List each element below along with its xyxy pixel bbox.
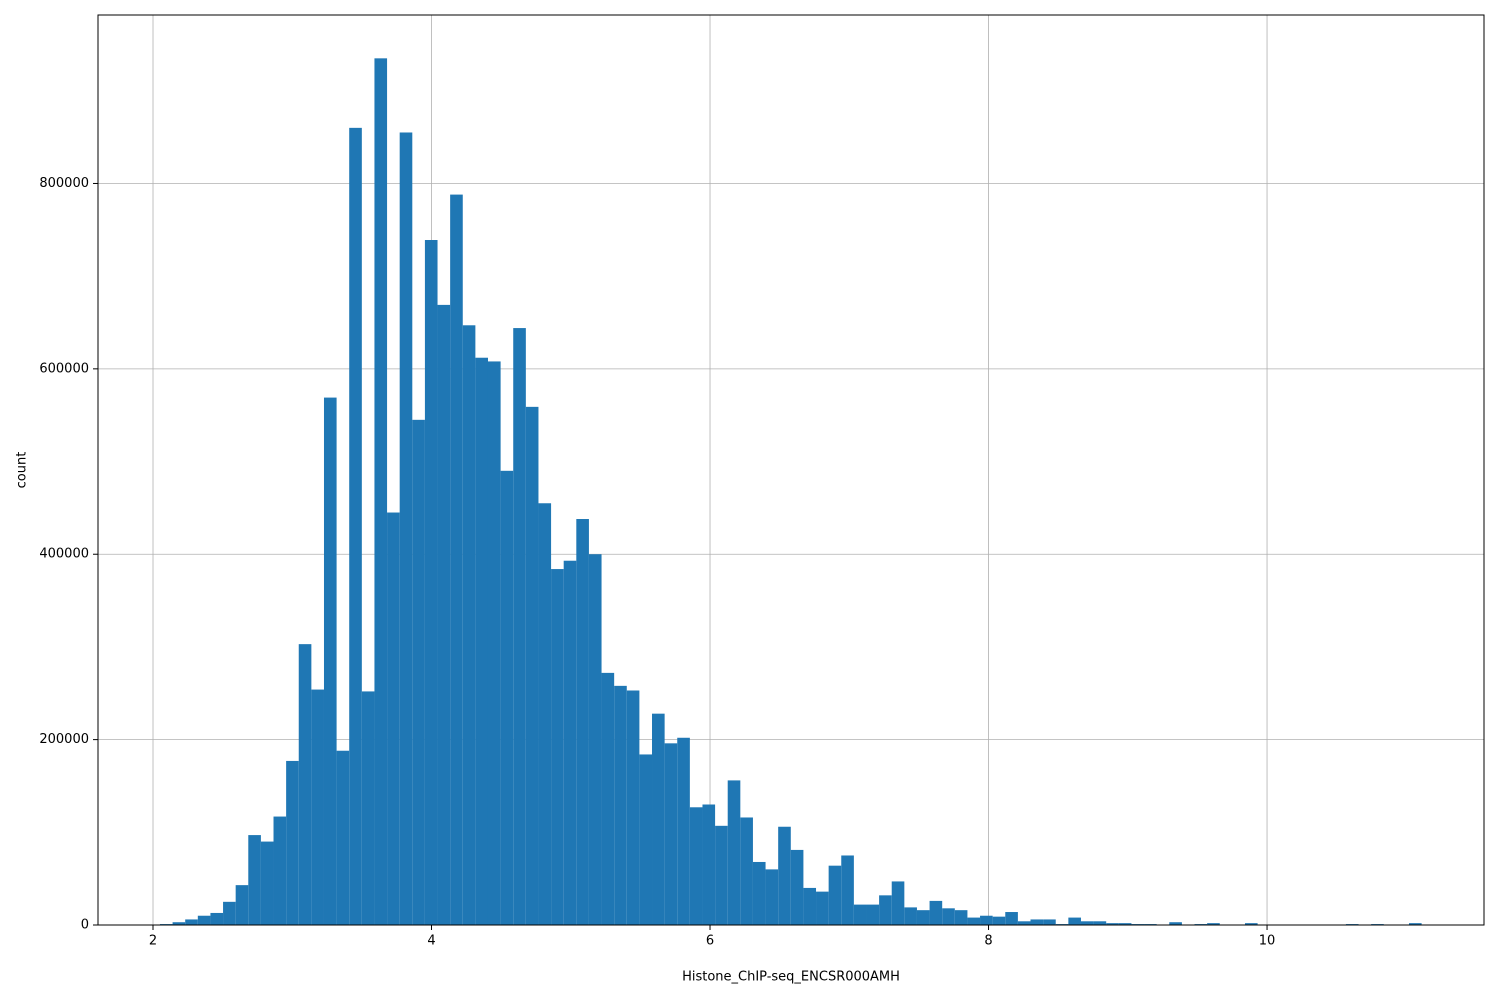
histogram-bar — [538, 503, 552, 925]
histogram-bar — [513, 328, 526, 926]
histogram-bar — [664, 743, 678, 925]
histogram-bar — [916, 910, 930, 925]
histogram-bar — [260, 841, 274, 925]
histogram-bar — [1080, 921, 1094, 925]
histogram-bar — [816, 891, 829, 925]
histogram-bar — [387, 512, 400, 925]
histogram-bar — [942, 908, 955, 925]
histogram-bar — [374, 58, 388, 926]
histogram-bar — [752, 861, 766, 925]
histogram-bar — [1207, 923, 1220, 925]
histogram-bar — [437, 304, 451, 925]
histogram-bar — [677, 737, 690, 925]
histogram-bar — [424, 240, 438, 925]
histogram-bar — [702, 804, 716, 925]
histogram-bar — [891, 881, 905, 925]
histogram-bar — [841, 855, 854, 925]
x-tick-label: 2 — [149, 934, 157, 949]
histogram-bar — [462, 325, 476, 925]
histogram-bar — [904, 907, 917, 925]
histogram-bar — [601, 672, 615, 925]
histogram-bar — [248, 835, 261, 925]
histogram-bar — [323, 397, 337, 925]
histogram-bar — [626, 690, 640, 925]
histogram-bar — [1106, 923, 1119, 925]
y-tick-label: 600000 — [39, 361, 89, 376]
histogram-bar — [349, 127, 362, 925]
histogram-bar — [828, 865, 842, 925]
histogram-bar — [954, 910, 968, 925]
histogram-bar — [879, 895, 892, 925]
histogram-bar — [1408, 923, 1422, 925]
y-tick-label: 0 — [81, 918, 89, 933]
histogram-bar — [727, 780, 741, 925]
histogram-bar — [866, 904, 880, 925]
histogram-bar — [1030, 919, 1044, 925]
histogram-bar — [1118, 923, 1132, 925]
histogram-bar — [1169, 922, 1182, 925]
histogram-bar — [197, 915, 211, 925]
histogram-bar — [790, 849, 804, 925]
histogram-bar — [992, 916, 1006, 925]
histogram-bar — [715, 825, 728, 925]
x-tick-label: 8 — [984, 934, 992, 949]
histogram-bar — [1005, 912, 1018, 925]
histogram-bar — [639, 754, 653, 925]
histogram-bar — [1017, 921, 1031, 925]
y-tick-label: 400000 — [39, 547, 89, 562]
histogram-bar — [652, 713, 665, 925]
histogram-bar — [929, 900, 943, 925]
histogram-bar — [689, 807, 703, 925]
histogram-bar — [235, 885, 249, 925]
y-tick-label: 200000 — [39, 732, 89, 747]
x-tick-label: 10 — [1259, 934, 1276, 949]
histogram-bar — [853, 904, 867, 925]
histogram-bar — [980, 915, 993, 925]
histogram-bar — [336, 750, 350, 925]
histogram-bar — [803, 887, 817, 925]
histogram-bar — [576, 519, 589, 925]
histogram-bar — [588, 554, 602, 925]
histogram-bar — [778, 826, 791, 925]
histogram-bar — [525, 406, 539, 925]
histogram-bar — [412, 419, 425, 925]
histogram-bar — [740, 817, 753, 925]
histogram-bar — [210, 912, 224, 925]
histogram-bar — [273, 816, 287, 925]
histogram-bar — [967, 917, 981, 925]
plot-frame — [97, 14, 1485, 926]
y-tick-label: 800000 — [39, 176, 89, 191]
x-tick-label: 6 — [706, 934, 714, 949]
histogram-bar — [286, 760, 299, 925]
histogram-bar — [311, 689, 324, 925]
histogram-bar — [1244, 923, 1258, 925]
histogram-bar — [1068, 917, 1081, 925]
x-tick-label: 4 — [427, 934, 435, 949]
x-axis-label: Histone_ChIP-seq_ENCSR000AMH — [682, 970, 900, 985]
histogram-bar — [361, 691, 375, 925]
histogram-bar — [500, 470, 514, 925]
histogram-bar — [551, 569, 564, 925]
histogram-bar — [185, 919, 198, 925]
histogram-bar — [475, 357, 488, 925]
histogram-bar — [223, 901, 236, 925]
histogram-bar — [450, 194, 463, 925]
y-axis-label: count — [15, 452, 30, 489]
histogram-bar — [172, 922, 186, 925]
histogram-bar — [298, 644, 312, 925]
histogram-bar — [487, 361, 501, 925]
histogram-bar — [399, 132, 413, 925]
histogram-bar — [563, 560, 577, 925]
histogram-bar — [614, 685, 627, 925]
histogram-bar — [1043, 919, 1056, 925]
histogram-bar — [765, 869, 779, 925]
histogram-bar — [1093, 921, 1107, 925]
